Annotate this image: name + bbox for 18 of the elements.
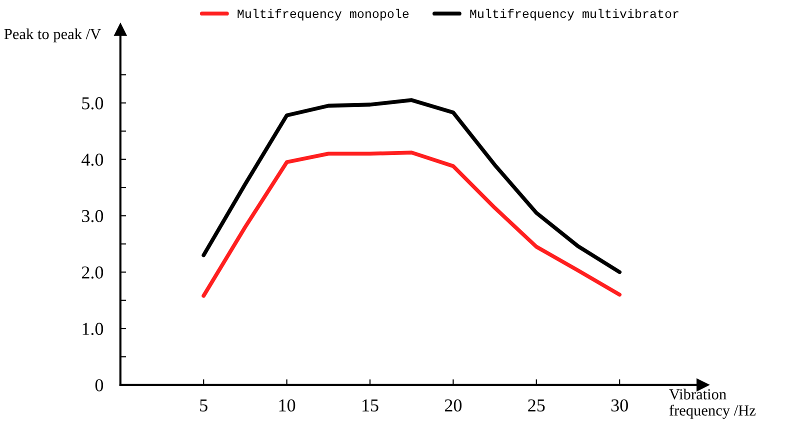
line-series — [202, 150, 622, 298]
x-tick-label: 20 — [444, 399, 462, 412]
line-series — [202, 98, 622, 274]
y-tick-label: 2.0 — [82, 266, 104, 279]
y-tick-label: 5.0 — [82, 97, 104, 110]
y-tick-label: 1.0 — [82, 322, 104, 336]
legend-label: Multifrequency multivibrator — [470, 8, 678, 21]
x-tick-label: 10 — [279, 399, 296, 412]
legend-label: Multifrequency monopole — [238, 8, 409, 21]
x-tick-label: 15 — [362, 399, 378, 412]
x-tick-label: 5 — [200, 400, 208, 412]
x-axis-title: Vibration frequency /Hz — [669, 388, 756, 419]
y-tick-label: 4.0 — [82, 154, 104, 166]
y-tick-label: 0 — [95, 379, 104, 392]
y-axis-title: Peak to peak /V — [4, 28, 101, 42]
y-tick-label: 3.0 — [82, 210, 104, 222]
x-tick-label: 25 — [528, 399, 545, 412]
x-tick-label: 30 — [611, 399, 628, 412]
